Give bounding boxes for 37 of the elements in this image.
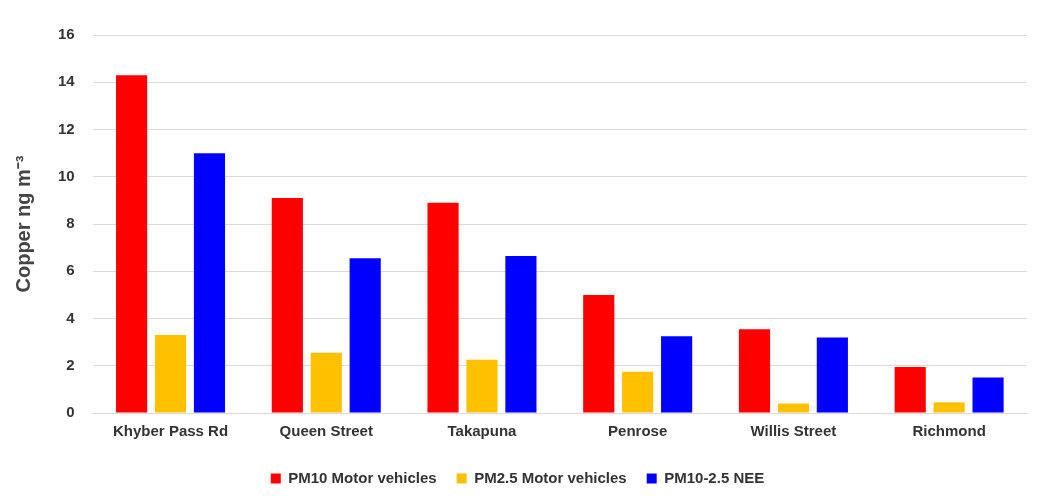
bar [972, 377, 1004, 413]
x-tick-label: Richmond [912, 422, 986, 440]
bar [193, 153, 226, 413]
bar [154, 335, 187, 413]
x-tick-label: Takapuna [447, 422, 518, 440]
bar [116, 75, 148, 413]
legend-label: PM10 Motor vehicles [288, 468, 437, 486]
bar [310, 352, 342, 413]
legend-label: PM2.5 Motor vehicles [474, 468, 627, 486]
x-tick-label: Queen Street [279, 422, 373, 440]
y-tick-label: 8 [66, 214, 75, 232]
bar [583, 294, 615, 413]
bar [738, 329, 771, 413]
x-tick-label: Khyber Pass Rd [113, 422, 229, 440]
bar [466, 359, 498, 413]
bar [777, 403, 809, 413]
bar [349, 258, 381, 413]
bar [661, 336, 693, 413]
y-tick-label: 2 [66, 355, 75, 373]
y-tick-label: 4 [66, 308, 76, 326]
y-tick-label: 6 [66, 261, 75, 279]
legend-label: PM10-2.5 NEE [664, 468, 765, 486]
y-tick-label: 0 [66, 403, 75, 421]
bar [505, 255, 537, 413]
y-tick-label: 12 [58, 119, 75, 137]
y-tick-label: 16 [58, 25, 75, 43]
bar [622, 371, 654, 413]
x-tick-label: Penrose [608, 422, 668, 440]
x-tick-label: Willis Street [750, 422, 837, 440]
y-tick-label: 10 [58, 166, 75, 184]
bar [933, 402, 965, 413]
y-tick-label: 14 [58, 72, 76, 90]
bar [816, 337, 848, 413]
y-axis-title: Copper ng m⁻³ [11, 155, 34, 293]
bar [894, 366, 926, 413]
bar [427, 202, 459, 413]
bar [271, 198, 303, 413]
